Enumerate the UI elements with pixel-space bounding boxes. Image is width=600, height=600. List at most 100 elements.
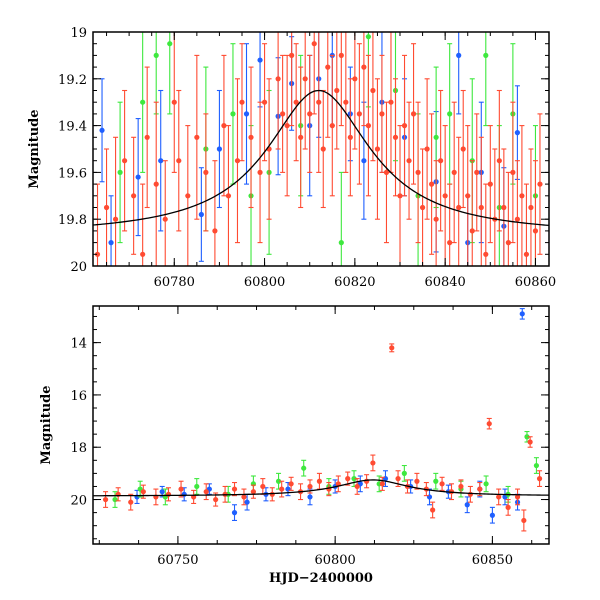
- bottom-data-point: [489, 506, 495, 524]
- top-data-point: [388, 32, 394, 173]
- top-panel: 60780 60800 60820 60840 60860 19 19.2 19.4 19.6 1…: [27, 26, 556, 290]
- top-data-point: [519, 125, 525, 266]
- top-data-point: [424, 78, 430, 220]
- top-data-point: [316, 32, 322, 173]
- top-data-point: [379, 54, 385, 173]
- bottom-data-point: [203, 483, 209, 501]
- bottom-data-point: [191, 489, 197, 505]
- top-data-point: [537, 113, 543, 255]
- top-data-point: [465, 125, 471, 266]
- bottom-data-point: [389, 343, 395, 353]
- bottom-x-tick-label: 60800: [314, 553, 355, 568]
- top-data-point: [248, 66, 254, 209]
- bottom-data-point: [519, 308, 525, 320]
- top-data-point: [483, 32, 489, 127]
- top-data-point: [275, 32, 281, 150]
- bottom-data-point: [527, 436, 533, 448]
- bottom-data-point: [496, 488, 502, 506]
- top-data-point: [140, 183, 146, 266]
- top-data-point: [307, 54, 313, 173]
- top-x-tick-label: 60840: [424, 275, 465, 290]
- bottom-data-point: [467, 485, 473, 503]
- bottom-x-tick-label: 60750: [157, 553, 198, 568]
- top-y-axis-label: Magnitude: [27, 109, 42, 188]
- bottom-data-point: [533, 457, 540, 474]
- bottom-model-curve: [93, 479, 549, 497]
- bottom-data-point: [288, 476, 294, 491]
- top-data-point: [532, 160, 539, 266]
- bottom-data-point: [260, 478, 266, 495]
- bottom-data-point: [486, 417, 492, 430]
- top-data-points: [94, 32, 543, 266]
- top-data-point: [496, 89, 502, 232]
- bottom-y-axis-label: Magnitude: [39, 385, 54, 464]
- top-data-point: [478, 136, 484, 266]
- bottom-y-tick-label: 20: [70, 494, 87, 509]
- top-data-point: [302, 32, 308, 150]
- top-data-point: [135, 118, 141, 237]
- bottom-data-point: [178, 480, 184, 498]
- top-data-point: [429, 113, 435, 255]
- top-y-tick-label: 19.8: [58, 213, 87, 228]
- top-data-point: [523, 183, 530, 266]
- bottom-data-point: [128, 493, 134, 511]
- top-data-point: [447, 183, 453, 266]
- top-data-point: [153, 32, 159, 115]
- top-data-point: [144, 66, 150, 209]
- top-data-point: [153, 101, 159, 266]
- top-data-point: [442, 125, 448, 266]
- top-x-tick-label: 60800: [244, 275, 285, 290]
- top-data-point: [501, 148, 507, 266]
- top-data-point: [374, 78, 381, 220]
- top-data-point: [99, 78, 105, 183]
- bottom-data-point: [524, 430, 530, 443]
- top-data-point: [456, 136, 462, 266]
- top-data-point: [406, 101, 412, 220]
- bottom-data-points: [102, 308, 543, 532]
- top-data-point: [221, 54, 227, 197]
- bottom-data-point: [514, 488, 521, 506]
- top-data-point: [320, 89, 326, 209]
- bottom-data-point: [483, 475, 489, 493]
- top-data-point: [433, 160, 439, 266]
- top-data-point: [483, 183, 489, 266]
- bottom-axis-ticks: 60750 60800 60850 14 16 18 20: [70, 306, 549, 568]
- bottom-data-point: [401, 464, 407, 482]
- top-axis-ticks: 60780 60800 60820 60840 60860 19 19.2 19.4 19.6 1…: [58, 26, 556, 290]
- bottom-data-point: [316, 472, 323, 490]
- bottom-data-point: [231, 504, 238, 522]
- bottom-data-point: [458, 479, 464, 494]
- top-data-point: [329, 54, 335, 197]
- top-data-point: [528, 148, 534, 266]
- top-data-point: [257, 101, 263, 244]
- bottom-panel: 60750 60800 60850 14 16 18 20 Magnitude HJD−24…: [39, 305, 550, 586]
- top-data-point: [460, 89, 466, 209]
- top-data-point: [438, 89, 444, 232]
- bottom-data-point: [301, 459, 307, 477]
- bottom-data-point: [241, 488, 247, 506]
- top-y-tick-label: 19.6: [58, 166, 87, 181]
- top-data-point: [447, 43, 453, 185]
- bottom-data-point: [231, 481, 238, 497]
- top-data-point: [469, 160, 475, 266]
- top-data-point: [361, 32, 367, 127]
- bottom-plot-frame: [92, 305, 550, 545]
- top-data-point: [103, 148, 110, 266]
- bottom-data-point: [379, 476, 385, 491]
- top-data-point: [280, 54, 286, 173]
- top-data-point: [284, 54, 290, 197]
- bottom-data-point: [364, 474, 370, 489]
- top-data-point: [171, 32, 177, 173]
- top-data-point: [397, 125, 403, 266]
- top-data-point: [131, 136, 137, 255]
- top-model-curve: [93, 89, 549, 227]
- bottom-x-tick-label: 60850: [472, 553, 513, 568]
- top-data-point: [162, 160, 168, 266]
- bottom-x-axis-label: HJD−2400000: [269, 571, 373, 586]
- bottom-data-point: [433, 472, 439, 490]
- top-y-tick-label: 20: [70, 260, 87, 275]
- top-data-point: [370, 32, 376, 162]
- top-data-point: [311, 32, 317, 115]
- top-data-point: [243, 43, 250, 185]
- top-data-point: [122, 89, 128, 232]
